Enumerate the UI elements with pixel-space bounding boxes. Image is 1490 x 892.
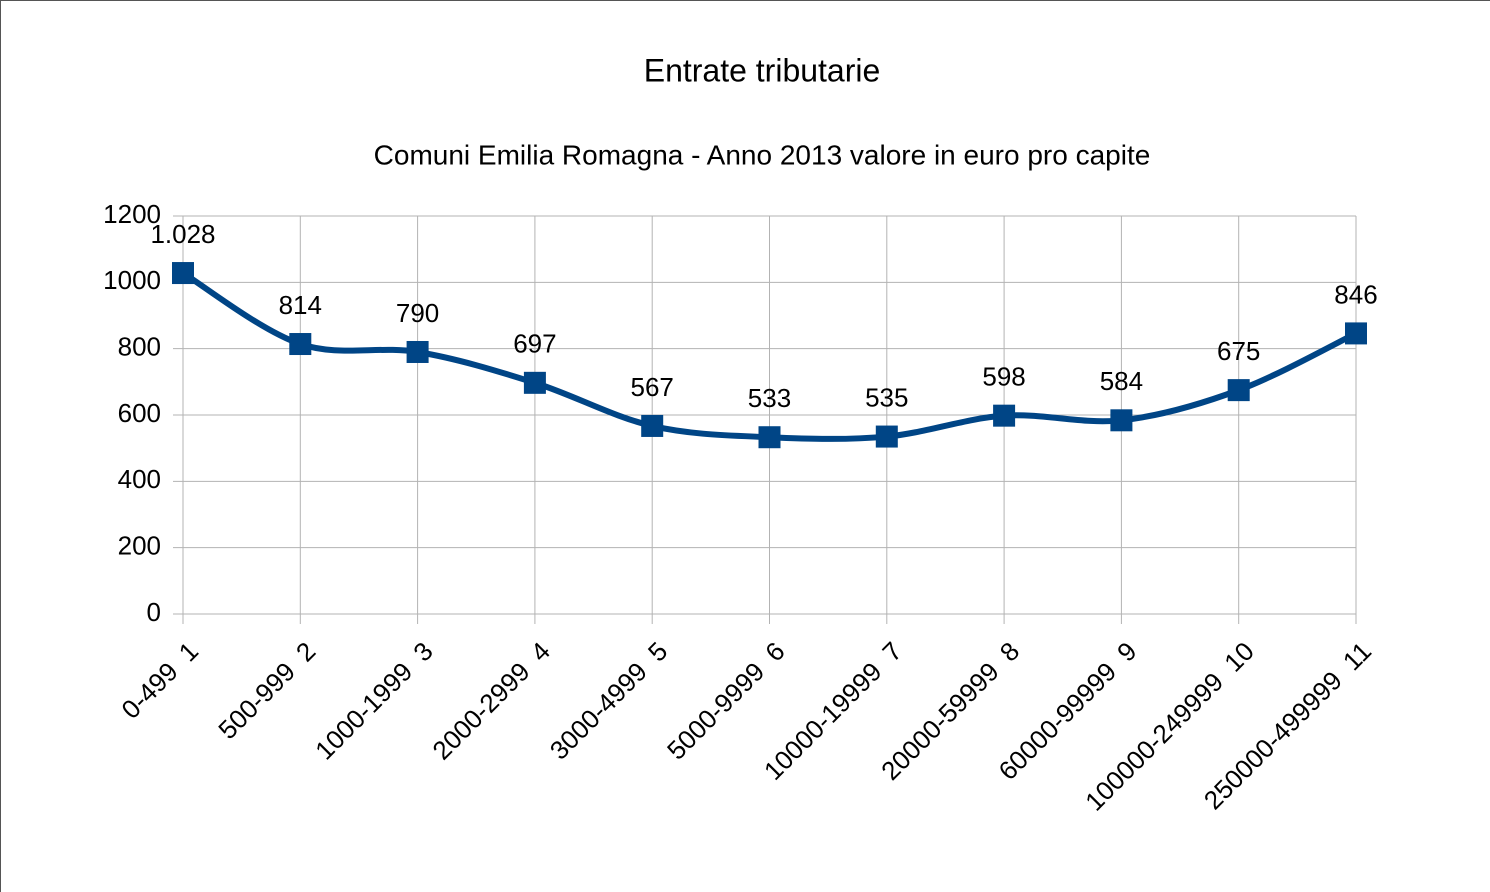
- y-tick-label: 200: [118, 531, 161, 561]
- data-label: 598: [982, 362, 1025, 392]
- x-tick-label: 3000-4999 5: [544, 636, 674, 766]
- y-tick-label: 800: [118, 332, 161, 362]
- marker: [993, 404, 1016, 427]
- y-tick-label: 1000: [103, 265, 161, 295]
- y-tick-label: 0: [147, 597, 161, 627]
- marker: [172, 262, 194, 285]
- x-tick-label: 0-499 1: [115, 636, 204, 725]
- marker: [758, 426, 781, 449]
- data-label: 846: [1334, 279, 1377, 309]
- x-tick-label: 2000-2999 4: [426, 636, 556, 766]
- data-label: 814: [279, 290, 322, 320]
- data-label: 584: [1100, 366, 1143, 396]
- data-label: 533: [748, 383, 791, 413]
- marker: [406, 340, 429, 363]
- x-tick-label: 500-999 2: [212, 636, 321, 745]
- marker: [1227, 379, 1250, 402]
- marker: [523, 371, 546, 394]
- data-label: 675: [1217, 336, 1260, 366]
- data-label: 790: [396, 298, 439, 328]
- data-label: 1.028: [150, 219, 215, 249]
- marker: [289, 333, 312, 356]
- y-tick-label: 1200: [103, 199, 161, 229]
- chart-subtitle: Comuni Emilia Romagna - Anno 2013 valore…: [374, 139, 1151, 170]
- chart-title: Entrate tributarie: [644, 52, 881, 88]
- marker: [641, 414, 664, 437]
- data-label: 567: [631, 372, 674, 402]
- marker: [875, 425, 898, 448]
- x-tick-label: 5000-9999 6: [661, 636, 791, 766]
- y-tick-label: 600: [118, 398, 161, 428]
- data-label: 535: [865, 382, 908, 412]
- marker: [1110, 409, 1133, 432]
- marker: [1345, 322, 1367, 345]
- data-label: 697: [513, 329, 556, 359]
- x-tick-label: 1000-1999 3: [309, 636, 439, 766]
- y-tick-label: 400: [118, 464, 161, 494]
